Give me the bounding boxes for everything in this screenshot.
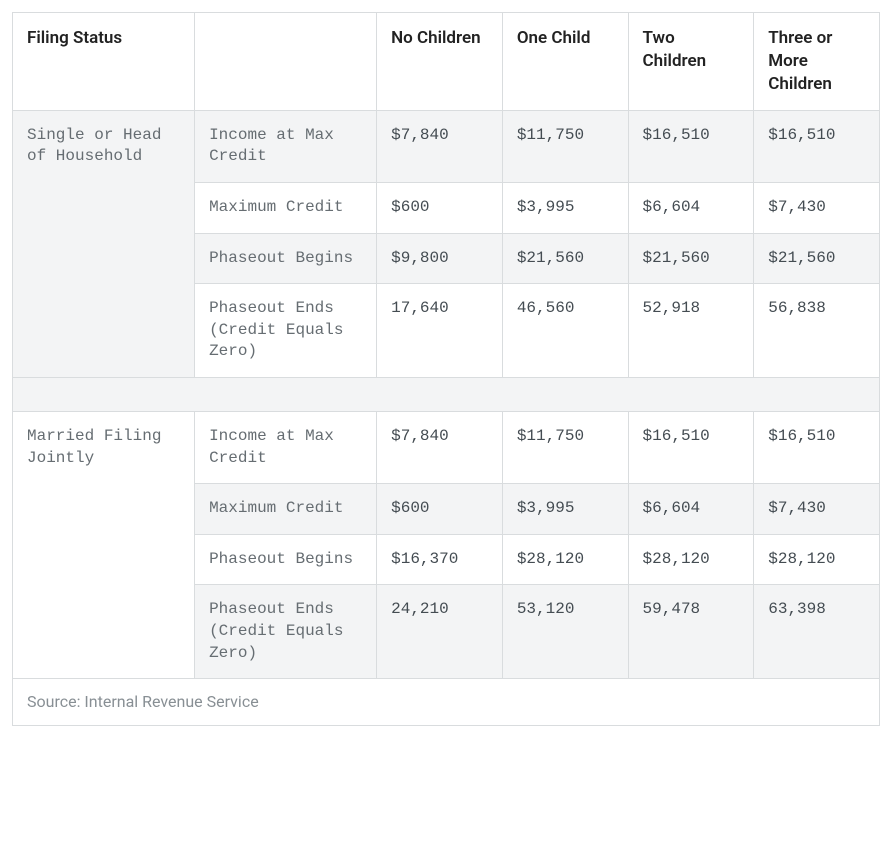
row-label: Phaseout Ends (Credit Equals Zero) bbox=[195, 585, 377, 679]
row-label: Maximum Credit bbox=[195, 183, 377, 234]
cell-value: $6,604 bbox=[628, 484, 754, 535]
cell-value: 24,210 bbox=[377, 585, 503, 679]
row-label: Maximum Credit bbox=[195, 484, 377, 535]
cell-value: $7,840 bbox=[377, 411, 503, 483]
cell-value: 53,120 bbox=[502, 585, 628, 679]
cell-value: $9,800 bbox=[377, 233, 503, 284]
cell-value: $7,430 bbox=[754, 183, 880, 234]
col-header-three-plus: Three or More Children bbox=[754, 13, 880, 111]
row-label: Phaseout Ends (Credit Equals Zero) bbox=[195, 284, 377, 378]
cell-value: $28,120 bbox=[754, 534, 880, 585]
cell-value: $600 bbox=[377, 183, 503, 234]
table-row: Married Filing JointlyIncome at Max Cred… bbox=[13, 411, 880, 483]
cell-value: $3,995 bbox=[502, 183, 628, 234]
group-label: Married Filing Jointly bbox=[13, 411, 195, 678]
col-header-one-child: One Child bbox=[502, 13, 628, 111]
cell-value: $3,995 bbox=[502, 484, 628, 535]
source-note: Source: Internal Revenue Service bbox=[13, 679, 880, 726]
row-label: Income at Max Credit bbox=[195, 411, 377, 483]
cell-value: 56,838 bbox=[754, 284, 880, 378]
cell-value: 63,398 bbox=[754, 585, 880, 679]
cell-value: $16,510 bbox=[628, 110, 754, 182]
cell-value: 17,640 bbox=[377, 284, 503, 378]
cell-value: $21,560 bbox=[502, 233, 628, 284]
cell-value: $600 bbox=[377, 484, 503, 535]
cell-value: $6,604 bbox=[628, 183, 754, 234]
col-header-two-children: Two Children bbox=[628, 13, 754, 111]
group-label: Single or Head of Household bbox=[13, 110, 195, 377]
table-body: Single or Head of HouseholdIncome at Max… bbox=[13, 110, 880, 678]
row-label: Phaseout Begins bbox=[195, 534, 377, 585]
table-footer-row: Source: Internal Revenue Service bbox=[13, 679, 880, 726]
group-spacer bbox=[13, 377, 880, 411]
col-header-filing-status: Filing Status bbox=[13, 13, 195, 111]
cell-value: 59,478 bbox=[628, 585, 754, 679]
cell-value: $21,560 bbox=[628, 233, 754, 284]
row-label: Phaseout Begins bbox=[195, 233, 377, 284]
eitc-table: Filing Status No Children One Child Two … bbox=[12, 12, 880, 726]
col-header-blank bbox=[195, 13, 377, 111]
table-header-row: Filing Status No Children One Child Two … bbox=[13, 13, 880, 111]
cell-value: $11,750 bbox=[502, 110, 628, 182]
table-row: Single or Head of HouseholdIncome at Max… bbox=[13, 110, 880, 182]
cell-value: $7,430 bbox=[754, 484, 880, 535]
cell-value: $16,510 bbox=[754, 110, 880, 182]
row-label: Income at Max Credit bbox=[195, 110, 377, 182]
cell-value: $21,560 bbox=[754, 233, 880, 284]
cell-value: 46,560 bbox=[502, 284, 628, 378]
cell-value: $7,840 bbox=[377, 110, 503, 182]
cell-value: $28,120 bbox=[502, 534, 628, 585]
cell-value: 52,918 bbox=[628, 284, 754, 378]
cell-value: $16,510 bbox=[754, 411, 880, 483]
cell-value: $11,750 bbox=[502, 411, 628, 483]
cell-value: $28,120 bbox=[628, 534, 754, 585]
cell-value: $16,510 bbox=[628, 411, 754, 483]
col-header-no-children: No Children bbox=[377, 13, 503, 111]
cell-value: $16,370 bbox=[377, 534, 503, 585]
